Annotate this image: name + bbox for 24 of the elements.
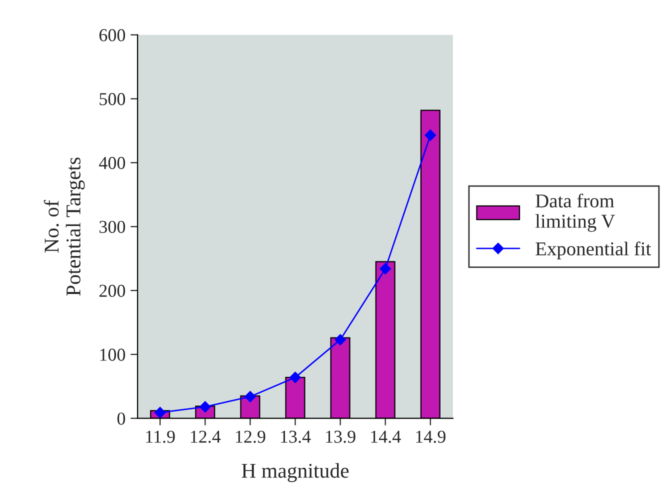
y-axis-title: No. of Potential Targets: [44, 158, 85, 296]
x-tick-label: 13.4: [281, 430, 311, 443]
y-tick-label: 500: [100, 93, 126, 106]
x-tick-label: 12.4: [190, 430, 221, 443]
y-tick-label: 100: [100, 348, 126, 361]
point: [424, 130, 436, 141]
y-tick-label: 0: [117, 412, 126, 425]
y-tick-label: 300: [100, 220, 126, 234]
y-tick-label: 200: [99, 284, 126, 297]
point: [380, 263, 391, 274]
point: [154, 406, 166, 418]
y-tick-label: 400: [99, 156, 126, 170]
y-tick-label: 600: [99, 29, 126, 42]
x-tick-label: 14.4: [371, 430, 401, 443]
legend-label: Exponential fit: [536, 242, 652, 260]
point: [290, 372, 301, 384]
legend-label: Data from limiting V: [535, 194, 615, 232]
x-tick-label: 14.9: [416, 430, 446, 443]
point: [334, 334, 346, 346]
x-tick-label: 12.9: [236, 430, 266, 443]
x-axis-title: H magnitude: [242, 463, 349, 482]
x-tick-label: 13.9: [326, 430, 356, 443]
point: [244, 390, 256, 402]
x-tick-label: 11.9: [146, 430, 175, 443]
